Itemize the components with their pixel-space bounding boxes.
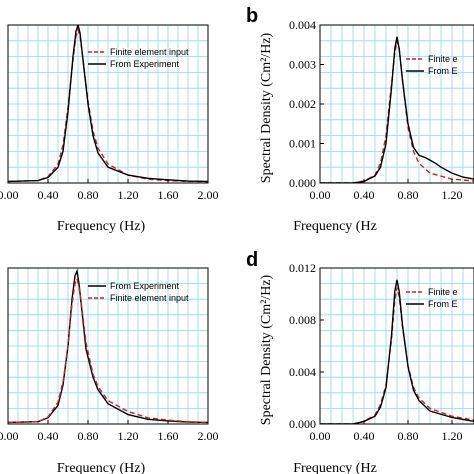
series-line-2 [320, 279, 474, 424]
x-tick-label: 0.00 [310, 429, 331, 443]
y-tick-label: 0.000 [289, 417, 316, 431]
y-tick-label: 0.012 [289, 261, 316, 275]
legend: Finite element input From Experiment [88, 47, 189, 69]
panel-label: d [246, 249, 258, 271]
legend-label: From E [428, 299, 458, 309]
y-tick-label: 0.004 [289, 18, 316, 32]
grid [8, 268, 208, 424]
x-tick-label: 1.20 [442, 429, 463, 443]
x-tick-label: 0.00 [310, 188, 331, 202]
x-tick-label: 1.60 [158, 188, 179, 202]
axes-frame [319, 267, 474, 425]
x-tick-label: 0.40 [38, 429, 59, 443]
series-line-1 [320, 287, 474, 424]
x-axis-label: Frequency (Hz) [57, 461, 146, 474]
series-group [8, 268, 208, 424]
x-tick-label: 0.80 [398, 429, 419, 443]
y-tick-label: 0.003 [289, 58, 316, 72]
x-tick-label: 1.20 [118, 188, 139, 202]
x-tick-label: 2.00 [198, 188, 219, 202]
panel-4: 0.00 0.40 0.80 1.20 0.000 0.004 0.008 0.012 Freq… [246, 249, 474, 474]
x-tick-label: 0.80 [398, 188, 419, 202]
legend: Finite e From E [406, 54, 458, 76]
grid [320, 25, 474, 183]
x-tick-label: 2.00 [198, 429, 219, 443]
legend: Finite e From E [406, 287, 458, 309]
panel-1: 0.00 0.40 0.80 1.20 1.60 2.00 Frequency (Hz) Fi… [0, 24, 219, 234]
y-axis-label: Spectral Density (Cm²/Hz) [259, 32, 274, 183]
y-tick-label: 0.001 [289, 137, 316, 151]
series-group [320, 279, 474, 424]
legend-label: Finite e [428, 287, 458, 297]
legend-label: From Experiment [110, 59, 180, 69]
series-group [320, 36, 474, 183]
y-axis-label: Spectral Density (Cm²/Hz) [259, 274, 274, 425]
x-axis-label: Frequency (Hz) [57, 219, 146, 234]
grid [320, 268, 474, 424]
series-line-2 [8, 25, 208, 183]
series-group [8, 25, 208, 183]
legend-label: Finite element input [110, 293, 189, 303]
x-tick-label: 0.80 [78, 429, 99, 443]
x-tick-label: 0.40 [354, 188, 375, 202]
x-tick-label: 0.00 [0, 188, 19, 202]
x-tick-label: 0.80 [78, 188, 99, 202]
series-line-2 [320, 36, 474, 183]
panel-label: b [246, 5, 258, 27]
x-axis-label: Frequency (Hz [293, 219, 377, 234]
x-axis-label: Frequency (Hz [293, 461, 377, 474]
series-line-2 [8, 276, 208, 424]
y-tick-label: 0.000 [289, 176, 316, 190]
y-tick-label: 0.008 [289, 313, 316, 327]
x-tick-label: 1.20 [442, 188, 463, 202]
legend-label: From E [428, 66, 458, 76]
y-tick-label: 0.002 [289, 97, 316, 111]
axes-frame [7, 24, 209, 184]
panel-3: 0.00 0.40 0.80 1.20 1.60 2.00 Frequency (Hz) Fr… [0, 267, 219, 474]
legend-label: Finite element input [110, 47, 189, 57]
x-tick-label: 0.00 [0, 429, 19, 443]
x-tick-label: 0.40 [354, 429, 375, 443]
panel-2: 0.00 0.40 0.80 1.20 0.000 0.001 0.002 0.003 0.00… [246, 5, 474, 234]
x-tick-label: 0.40 [38, 188, 59, 202]
x-tick-label: 1.60 [158, 429, 179, 443]
axes-frame [7, 267, 209, 425]
y-tick-label: 0.004 [289, 365, 316, 379]
x-tick-label: 1.20 [118, 429, 139, 443]
legend-label: From Experiment [110, 281, 180, 291]
legend: From Experiment Finite element input [88, 281, 189, 303]
legend-label: Finite e [428, 54, 458, 64]
